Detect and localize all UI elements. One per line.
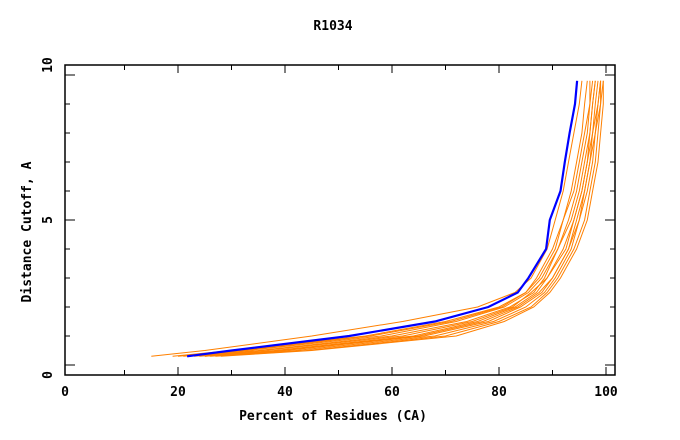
- x-tick-label: 20: [170, 385, 186, 400]
- model-line-2: [172, 80, 588, 357]
- model-line-4: [199, 80, 596, 357]
- y-tick-label: 0: [41, 371, 56, 379]
- x-tick-label: 40: [277, 385, 293, 400]
- model-line-3: [188, 80, 594, 357]
- y-tick-label: 10: [41, 57, 56, 73]
- y-tick-label: 5: [41, 216, 56, 224]
- model-line-11: [177, 80, 591, 357]
- model-line-6: [210, 80, 602, 357]
- highlighted-model-line: [186, 80, 579, 358]
- model-line-12: [204, 80, 602, 357]
- x-tick-label: 80: [491, 385, 507, 400]
- x-tick-label: 0: [61, 385, 69, 400]
- x-tick-labels: 0 20 40 60 80 100: [61, 385, 618, 400]
- model-line-7: [194, 80, 602, 357]
- model-line-8: [215, 80, 604, 357]
- model-line-5: [204, 80, 599, 357]
- chart-title: R1034: [313, 19, 352, 34]
- series-lines: [151, 80, 604, 358]
- x-tick-label: 60: [384, 385, 400, 400]
- y-axis-label: Distance Cutoff, A: [20, 161, 35, 302]
- model-line-9: [183, 80, 596, 357]
- axis-ticks: [65, 65, 615, 375]
- x-axis-label: Percent of Residues (CA): [239, 409, 427, 424]
- model-line-1: [151, 80, 583, 357]
- x-tick-label: 100: [594, 385, 618, 400]
- y-tick-labels: 0 5 10: [41, 57, 56, 379]
- plot-frame: [64, 64, 616, 376]
- model-line-10: [220, 80, 604, 357]
